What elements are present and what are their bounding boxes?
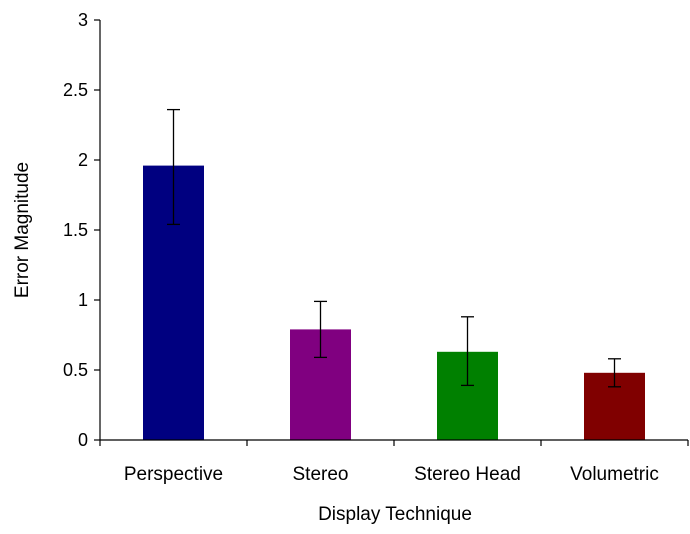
y-axis-title: Error Magnitude [12,162,33,298]
y-tick-label: 0 [78,430,88,450]
y-tick-label: 3 [78,10,88,30]
x-category-label: Stereo [293,464,349,485]
y-tick-label: 1 [78,290,88,310]
labels-layer: 0 0.5 1 1.5 2 2.5 3 Perspective Stereo Stereo Hea… [63,10,659,485]
x-category-label: Stereo Head [414,464,521,485]
y-tick-label: 0.5 [63,360,88,380]
ticks-layer [94,19,689,446]
y-tick-label: 2.5 [63,80,88,100]
error-bars-layer [167,108,621,388]
x-category-label: Volumetric [570,464,659,485]
x-category-label: Perspective [124,464,223,485]
x-axis-title: Display Technique [318,504,472,525]
bars-layer [143,165,645,440]
y-tick-label: 2 [78,150,88,170]
y-tick-label: 1.5 [63,220,88,240]
